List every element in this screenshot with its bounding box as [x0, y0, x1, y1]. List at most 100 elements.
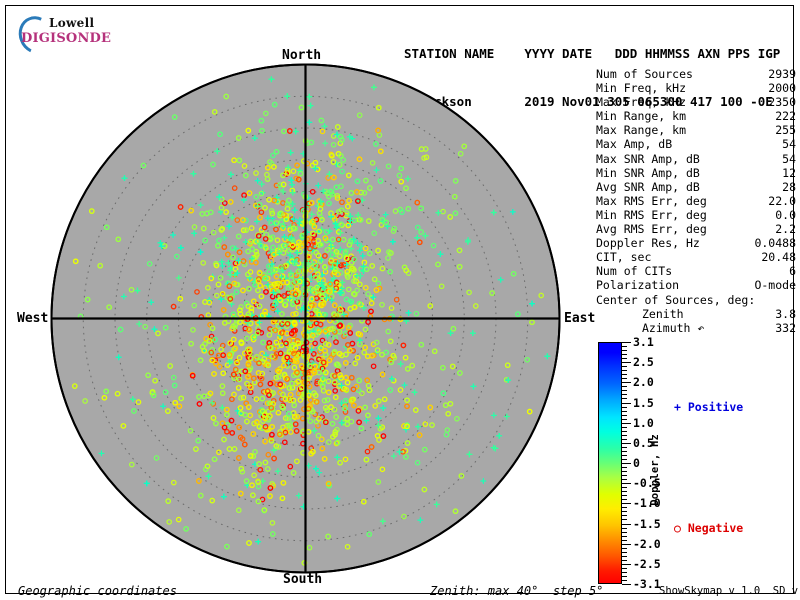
source-point-negative: [207, 390, 214, 397]
source-point-negative: [538, 292, 545, 299]
source-point-positive: [306, 320, 313, 327]
source-point-negative: [363, 177, 369, 184]
source-point-negative: [277, 182, 283, 188]
source-point-negative: [331, 302, 338, 309]
source-point-negative: [239, 468, 246, 475]
colorbar-minor-tick: [622, 398, 627, 400]
source-point-negative: [224, 543, 230, 550]
source-point-negative: [237, 307, 243, 314]
center-source-label: Zenith: [642, 306, 684, 321]
colorbar-tick: [622, 543, 631, 545]
source-point-negative: [210, 161, 216, 168]
stat-value: 0.0: [775, 207, 796, 222]
source-point-negative: [250, 453, 257, 460]
source-point-negative: [452, 210, 459, 217]
source-point-negative: [293, 310, 299, 317]
source-point-negative: [273, 182, 280, 189]
source-point-negative: [262, 459, 269, 466]
source-point-negative: [299, 384, 305, 391]
stat-label: Min Range, km: [596, 109, 687, 124]
source-point-negative: [414, 199, 421, 206]
source-point-negative: [271, 251, 277, 258]
source-point-negative: [318, 436, 325, 443]
colorbar-minor-tick: [622, 446, 627, 448]
source-point-negative: [308, 139, 315, 146]
source-point-positive: [288, 269, 294, 276]
source-point-negative: [456, 247, 463, 254]
source-point-negative: [88, 208, 95, 214]
source-point-negative: [209, 337, 216, 343]
source-point-negative: [331, 349, 338, 355]
stat-value: 12: [782, 165, 796, 180]
source-point-negative: [199, 211, 206, 217]
source-point-positive: [221, 234, 228, 241]
source-point-negative: [363, 266, 370, 273]
source-point-positive: [170, 232, 176, 238]
source-point-negative: [258, 209, 265, 216]
source-point-negative: [315, 432, 322, 439]
source-point-negative: [331, 174, 337, 181]
source-point-negative: [348, 190, 355, 196]
source-point-negative: [244, 418, 250, 425]
source-point-negative: [403, 185, 409, 192]
source-point-negative: [273, 339, 280, 346]
source-point-negative: [293, 428, 300, 434]
source-point-positive: [191, 230, 198, 237]
source-point-negative: [194, 289, 200, 295]
source-point-positive: [370, 294, 377, 301]
stat-value: 22.0: [768, 193, 796, 208]
source-point-negative: [259, 350, 265, 357]
source-point-positive: [178, 244, 184, 251]
colorbar-tick-label: -2.0: [633, 536, 661, 551]
source-point-negative: [351, 402, 357, 409]
source-point-negative: [374, 432, 381, 439]
source-point-negative: [247, 412, 254, 419]
source-point-positive: [330, 275, 337, 282]
source-point-negative: [230, 346, 237, 353]
source-point-negative: [291, 414, 298, 420]
source-point-negative: [368, 300, 375, 307]
source-point-negative: [251, 472, 257, 479]
source-point-negative: [251, 334, 258, 340]
source-point-negative: [330, 141, 337, 148]
source-point-negative: [334, 124, 341, 130]
source-point-negative: [114, 390, 121, 397]
source-point-negative: [313, 249, 320, 256]
source-point-negative: [183, 526, 189, 532]
source-point-negative: [363, 456, 370, 463]
source-point-negative: [350, 386, 357, 393]
source-point-negative: [264, 400, 271, 407]
source-point-negative: [316, 415, 322, 422]
source-point-negative: [401, 264, 408, 271]
colorbar-tick-label: 0: [633, 456, 640, 470]
source-point-negative: [322, 369, 329, 376]
source-point-positive: [160, 403, 167, 410]
source-point-negative: [200, 260, 207, 266]
source-point-negative: [339, 199, 345, 206]
source-point-negative: [348, 298, 355, 305]
source-point-positive: [274, 308, 281, 315]
footer-zenith-scale: Zenith: max 40° step 5°: [430, 584, 604, 598]
stat-label: Min Freq, kHz: [596, 81, 687, 96]
source-point-negative: [337, 320, 344, 326]
source-point-positive: [437, 251, 444, 257]
source-point-negative: [359, 390, 365, 397]
source-point-positive: [529, 300, 535, 307]
source-point-negative: [356, 377, 363, 384]
source-point-negative: [357, 331, 364, 338]
colorbar-tick-label: -1.5: [633, 516, 661, 531]
source-point-negative: [290, 301, 296, 307]
source-point-negative: [515, 311, 521, 317]
colorbar-minor-tick: [622, 378, 627, 380]
skymap-polar-plot[interactable]: [50, 63, 561, 574]
source-point-positive: [359, 252, 366, 259]
source-point-negative: [354, 287, 360, 294]
source-point-negative: [103, 224, 110, 231]
source-point-positive: [379, 518, 386, 525]
source-point-negative: [235, 385, 242, 391]
source-point-negative: [365, 319, 371, 325]
source-point-negative: [390, 228, 397, 234]
source-point-negative: [401, 513, 407, 520]
source-point-negative: [322, 296, 329, 302]
source-point-negative: [343, 296, 350, 303]
